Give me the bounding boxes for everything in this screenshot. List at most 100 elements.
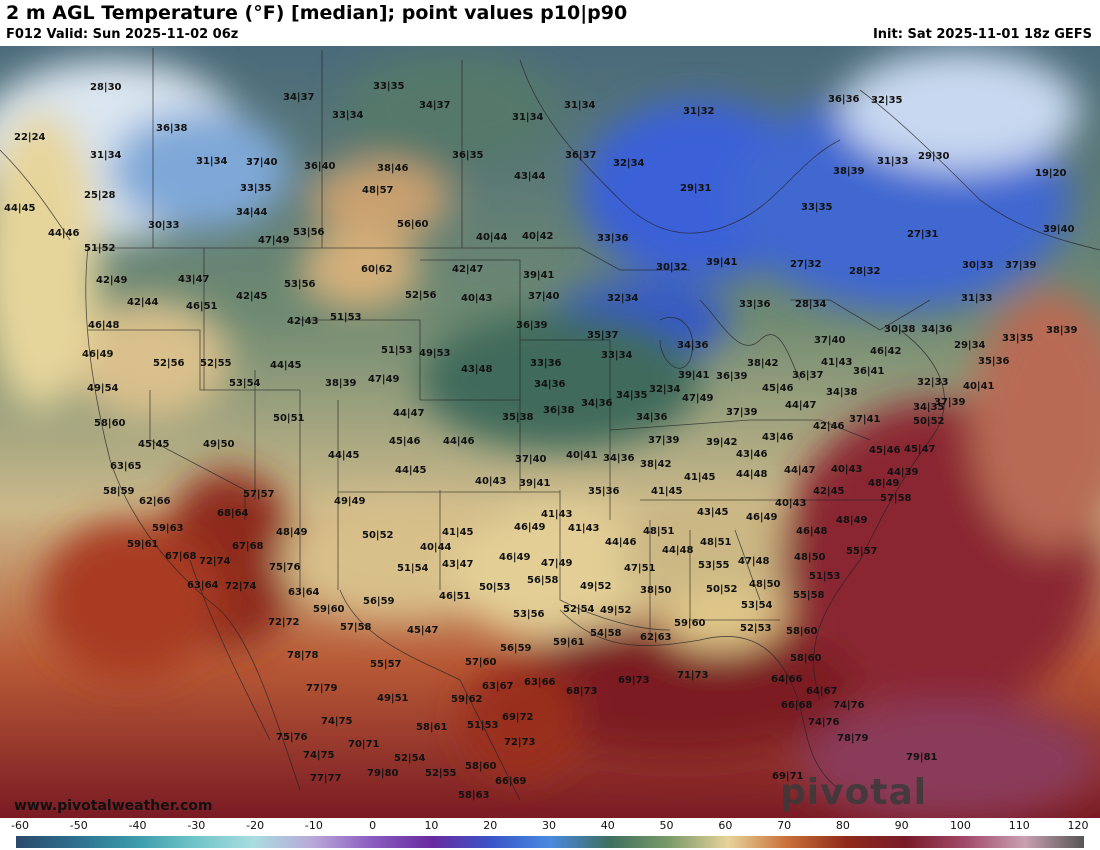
point-value-label: 72|73 [504,737,536,748]
point-value-label: 46|51 [439,591,471,602]
point-value-label: 53|56 [513,609,545,620]
point-value-label: 38|39 [325,378,357,389]
point-value-label: 43|45 [697,507,729,518]
point-value-label: 36|38 [156,123,188,134]
point-value-label: 60|62 [361,264,393,275]
point-value-label: 68|64 [217,508,249,519]
colorbar-tick-label: -40 [128,819,147,832]
point-value-label: 40|42 [522,231,554,242]
point-value-label: 34|37 [283,92,315,103]
colorbar-tick-label: 100 [949,819,971,832]
point-value-label: 34|35 [616,390,648,401]
header: 2 m AGL Temperature (°F) [median]; point… [0,0,1100,46]
point-value-label: 36|37 [565,150,597,161]
point-value-label: 33|36 [597,233,629,244]
point-value-label: 33|34 [332,110,364,121]
point-value-label: 36|39 [516,320,548,331]
point-value-label: 66|68 [781,700,813,711]
colorbar-tick-label: 60 [718,819,733,832]
point-value-label: 59|60 [674,618,706,629]
colorbar-tick-label: 80 [835,819,850,832]
point-value-label: 69|71 [772,771,804,782]
point-value-label: 54|58 [590,628,622,639]
point-value-label: 39|41 [519,478,551,489]
point-value-label: 31|32 [683,106,715,117]
point-value-label: 36|36 [828,94,860,105]
point-value-label: 79|80 [367,768,399,779]
colorbar-tick-label: -30 [187,819,206,832]
point-value-label: 49|52 [600,605,632,616]
point-value-label: 36|37 [792,370,824,381]
website-watermark[interactable]: www.pivotalweather.com [14,798,213,814]
point-value-label: 37|39 [726,407,758,418]
point-value-label: 37|40 [814,335,846,346]
colorbar-tick-label: -20 [246,819,265,832]
point-value-label: 42|47 [452,264,484,275]
point-value-label: 39|40 [1043,224,1075,235]
point-value-label: 58|60 [465,761,497,772]
colorbar-tick-label: -60 [11,819,29,832]
point-value-label: 50|51 [273,413,305,424]
point-value-label: 47|49 [258,235,290,246]
point-value-label: 59|62 [451,694,483,705]
point-value-label: 48|50 [749,579,781,590]
point-value-label: 35|36 [978,356,1010,367]
colorbar: -60 -50 -40 -30 -20 -10 0 10 20 30 40 50 60 70 80 90 100… [0,818,1100,850]
point-value-label: 48|57 [362,185,394,196]
point-value-label: 36|41 [853,366,885,377]
colorbar-tick-label: -10 [304,819,323,832]
point-value-label: 58|60 [790,653,822,664]
point-value-label: 53|54 [741,600,773,611]
point-value-label: 38|46 [377,163,409,174]
point-value-label: 45|46 [389,436,421,447]
point-value-label: 63|64 [187,580,219,591]
point-value-label: 35|36 [588,486,620,497]
colorbar-tick-label: 40 [600,819,615,832]
point-value-label: 37|40 [528,291,560,302]
point-value-label: 38|39 [833,166,865,177]
point-value-label: 34|36 [603,453,635,464]
point-value-label: 51|53 [381,345,413,356]
point-value-label: 59|63 [152,523,184,534]
point-value-label: 44|47 [784,465,816,476]
point-value-label: 57|60 [465,657,497,668]
point-value-label: 41|43 [541,509,573,520]
point-value-label: 57|58 [340,622,372,633]
point-value-label: 46|49 [746,512,778,523]
point-value-label: 32|33 [917,377,949,388]
point-value-label: 50|52 [913,416,945,427]
point-value-label: 48|49 [276,527,308,538]
point-value-label: 44|47 [393,408,425,419]
point-value-label: 39|41 [706,257,738,268]
init-time: Init: Sat 2025-11-01 18z GEFS [872,27,1092,42]
point-value-label: 39|41 [523,270,555,281]
point-value-label: 28|34 [795,299,827,310]
point-value-label: 69|72 [502,712,534,723]
point-value-label: 75|76 [269,562,301,573]
point-value-label: 34|36 [636,412,668,423]
point-value-label: 45|46 [762,383,794,394]
colorbar-gradient [16,836,1084,848]
point-value-label: 46|42 [870,346,902,357]
point-value-label: 72|74 [199,556,231,567]
point-value-label: 56|59 [500,643,532,654]
point-value-label: 28|32 [849,266,881,277]
point-value-label: 34|36 [534,379,566,390]
point-value-label: 45|45 [138,439,170,450]
point-value-label: 75|76 [276,732,308,743]
point-value-label: 38|42 [640,459,672,470]
point-value-label: 49|50 [203,439,235,450]
point-value-label: 64|66 [771,674,803,685]
point-value-label: 25|28 [84,190,116,201]
colorbar-tick-label: 70 [777,819,792,832]
point-value-label: 43|46 [762,432,794,443]
point-value-label: 59|61 [553,637,585,648]
point-value-label: 58|63 [458,790,490,801]
point-value-label: 70|71 [348,739,380,750]
point-value-label: 50|52 [362,530,394,541]
point-value-label: 77|79 [306,683,338,694]
point-value-label: 41|45 [651,486,683,497]
point-value-label: 46|49 [82,349,114,360]
point-value-label: 46|49 [514,522,546,533]
temperature-map[interactable]: 28|30 22|24 31|34 25|28 44|45 44|46 51|52 36|38… [0,46,1100,818]
